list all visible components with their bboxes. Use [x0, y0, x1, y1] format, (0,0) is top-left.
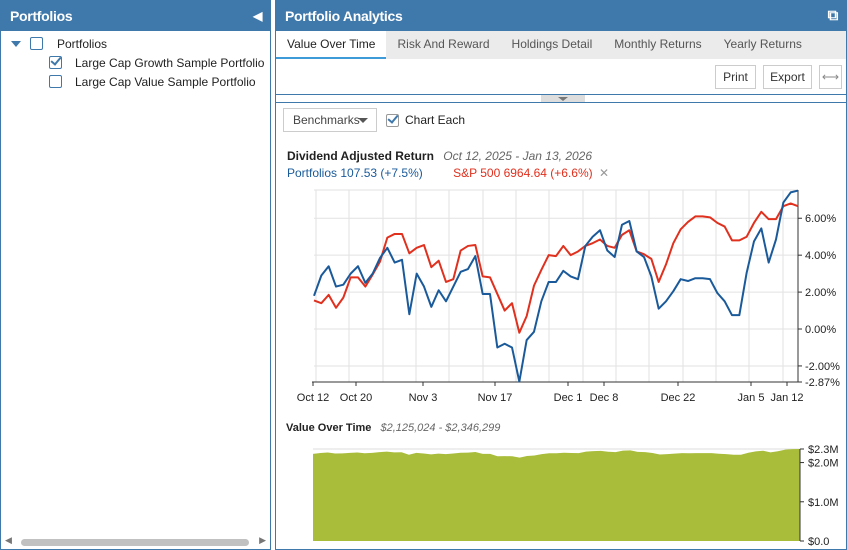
- tab-yearly-returns[interactable]: Yearly Returns: [723, 37, 802, 51]
- horizontal-arrows-icon[interactable]: ⟷: [819, 65, 842, 89]
- tab-monthly-returns[interactable]: Monthly Returns: [614, 37, 702, 51]
- dropdown-label: Benchmarks: [293, 113, 360, 127]
- checkbox-checked[interactable]: [386, 113, 399, 127]
- splitter[interactable]: [276, 95, 846, 103]
- remove-benchmark-icon[interactable]: ✕: [598, 166, 610, 180]
- analytics-panel: Portfolio Analytics ⧉ Value Over Time Ri…: [275, 0, 847, 550]
- print-button[interactable]: Print: [715, 65, 756, 89]
- scroll-left-icon[interactable]: ◀: [5, 535, 12, 545]
- chevron-down-icon: [358, 118, 368, 123]
- chart-each-label: Chart Each: [405, 113, 466, 127]
- expand-arrow-icon[interactable]: [11, 40, 21, 47]
- chart-legend: Portfolios 107.53 (+7.5%) S&P 500 6964.6…: [287, 166, 609, 180]
- tree-item-growth[interactable]: Large Cap Growth Sample Portfolio: [1, 53, 270, 72]
- chart-title: Dividend Adjusted Return: [287, 149, 434, 163]
- tree-item-value[interactable]: Large Cap Value Sample Portfolio: [1, 72, 270, 91]
- collapse-panel-icon[interactable]: ◀: [253, 9, 262, 23]
- portfolio-tree: Portfolios Large Cap Growth Sample Portf…: [1, 31, 270, 91]
- portfolios-panel: Portfolios ◀ Portfolios Large Cap Growth…: [0, 0, 271, 550]
- tree-item-label: Portfolios: [57, 36, 108, 51]
- tab-risk-and-reward[interactable]: Risk And Reward: [397, 37, 490, 51]
- export-button[interactable]: Export: [763, 65, 812, 89]
- chart-title: Value Over Time: [286, 422, 372, 434]
- tab-holdings-detail[interactable]: Holdings Detail: [511, 37, 593, 51]
- checkbox-checked[interactable]: [49, 56, 62, 69]
- tab-value-over-time[interactable]: Value Over Time: [276, 31, 387, 59]
- value-chart-title: Value Over Time $2,125,024 - $2,346,299: [286, 422, 500, 434]
- return-chart-title: Dividend Adjusted Return Oct 12, 2025 - …: [287, 149, 592, 163]
- scroll-right-icon[interactable]: ▶: [259, 535, 266, 545]
- legend-sp500[interactable]: S&P 500 6964.64 (+6.6%): [453, 166, 593, 180]
- horizontal-scrollbar[interactable]: ◀ ▶: [5, 535, 266, 547]
- checkbox[interactable]: [30, 37, 43, 50]
- analytics-header: Portfolio Analytics ⧉: [276, 1, 846, 31]
- tree-item-label: Large Cap Value Sample Portfolio: [75, 74, 256, 89]
- legend-portfolios[interactable]: Portfolios 107.53 (+7.5%): [287, 166, 423, 180]
- splitter-handle[interactable]: [541, 95, 585, 102]
- tab-bar: Value Over Time Risk And Reward Holdings…: [276, 31, 846, 59]
- toolbar: Print Export ⟷: [276, 59, 846, 95]
- scrollbar-thumb[interactable]: [21, 539, 249, 546]
- portfolios-header: Portfolios ◀: [1, 1, 270, 31]
- panel-title: Portfolio Analytics: [285, 8, 403, 24]
- panel-title: Portfolios: [10, 8, 73, 24]
- tree-item-portfolios[interactable]: Portfolios: [1, 34, 270, 53]
- external-link-icon[interactable]: ⧉: [827, 7, 839, 24]
- chart-each-toggle[interactable]: Chart Each: [386, 113, 465, 127]
- chart-date-range: Oct 12, 2025 - Jan 13, 2026: [443, 149, 593, 163]
- checkbox[interactable]: [49, 75, 62, 88]
- tree-item-label: Large Cap Growth Sample Portfolio: [75, 55, 265, 70]
- benchmarks-dropdown[interactable]: Benchmarks: [283, 108, 377, 132]
- value-range: $2,125,024 - $2,346,299: [380, 422, 501, 434]
